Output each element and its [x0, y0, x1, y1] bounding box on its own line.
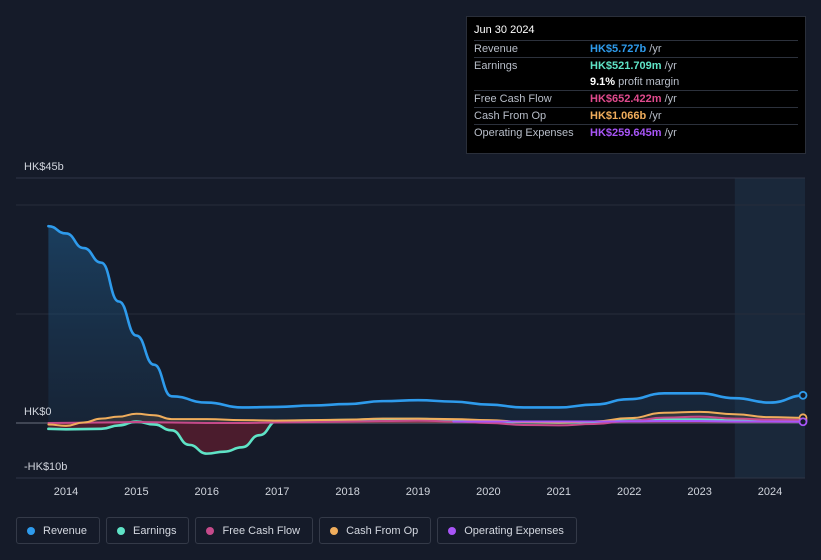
- legend-label: Earnings: [133, 524, 177, 537]
- chart-legend: Revenue Earnings Free Cash Flow Cash Fro…: [16, 517, 577, 544]
- tooltip-unit: /yr: [649, 110, 662, 122]
- x-tick-label: 2024: [758, 486, 782, 498]
- tooltip-unit: /yr: [664, 127, 677, 139]
- tooltip-row-free-cash-flow: Free Cash Flow HK$652.422m /yr: [474, 90, 798, 107]
- legend-dot-icon: [117, 526, 126, 535]
- legend-item-operating-expenses[interactable]: Operating Expenses: [437, 517, 577, 544]
- tooltip-date: Jun 30 2024: [474, 24, 535, 36]
- tooltip-value: 9.1%: [590, 76, 616, 88]
- tooltip-value: HK$5.727b: [590, 43, 647, 55]
- forecast-shade: [734, 178, 805, 478]
- tooltip-row-operating-expenses: Operating Expenses HK$259.645m /yr: [474, 124, 798, 141]
- y-tick-label-bottom: -HK$10b: [24, 461, 67, 473]
- tooltip-label: [474, 74, 590, 90]
- legend-label: Revenue: [43, 524, 88, 537]
- tooltip-label: Cash From Op: [474, 110, 547, 122]
- revenue-area: [48, 226, 806, 423]
- tooltip-row-profit-margin: 9.1% profit margin: [474, 74, 798, 90]
- tooltip-row-earnings: Earnings HK$521.709m /yr: [474, 57, 798, 74]
- operating-expenses-end-point: [798, 417, 808, 427]
- tooltip-row-cash-from-op: Cash From Op HK$1.066b /yr: [474, 107, 798, 124]
- y-tick-label-zero: HK$0: [24, 406, 52, 418]
- tooltip-label: Earnings: [474, 60, 518, 72]
- x-tick-label: 2014: [54, 486, 78, 498]
- x-tick-label: 2015: [124, 486, 148, 498]
- revenue-line: [47, 224, 807, 409]
- financial-chart: HK$45b HK$0 -HK$10b 2014 2015 2016 2017 2018…: [16, 161, 808, 498]
- free-cash-flow-line: [47, 415, 807, 427]
- tooltip-unit: /yr: [649, 43, 662, 55]
- legend-item-cash-from-op[interactable]: Cash From Op: [319, 517, 432, 544]
- legend-label: Cash From Op: [346, 524, 419, 537]
- earnings-area: [48, 419, 806, 454]
- legend-label: Operating Expenses: [464, 524, 564, 537]
- legend-dot-icon: [27, 526, 35, 535]
- x-tick-label: 2021: [547, 486, 571, 498]
- cash-from-op-line: [47, 410, 807, 427]
- legend-item-earnings[interactable]: Earnings: [106, 517, 190, 544]
- revenue-end-point: [798, 390, 808, 400]
- x-tick-label: 2023: [687, 486, 711, 498]
- legend-dot-icon: [448, 526, 457, 535]
- x-tick-label: 2022: [617, 486, 641, 498]
- tooltip-row-revenue: Revenue HK$5.727b /yr: [474, 40, 798, 57]
- x-tick-label: 2016: [195, 486, 219, 498]
- x-tick-label: 2019: [406, 486, 430, 498]
- legend-dot-icon: [330, 526, 339, 535]
- legend-item-revenue[interactable]: Revenue: [16, 517, 101, 544]
- tooltip-panel: Jun 30 2024 Revenue HK$5.727b /yr Earnin…: [466, 16, 806, 154]
- tooltip-unit: /yr: [664, 60, 677, 72]
- operating-expenses-line: [452, 420, 807, 423]
- tooltip-value: HK$521.709m: [590, 60, 662, 72]
- x-tick-label: 2018: [335, 486, 359, 498]
- tooltip-unit: /yr: [664, 93, 677, 105]
- legend-label: Free Cash Flow: [222, 524, 301, 537]
- y-tick-label-top: HK$45b: [24, 161, 64, 173]
- tooltip-label: Free Cash Flow: [474, 93, 552, 105]
- tooltip-value: HK$1.066b: [590, 110, 647, 122]
- tooltip-label: Operating Expenses: [474, 127, 574, 139]
- legend-dot-icon: [206, 526, 215, 535]
- tooltip-unit: profit margin: [618, 76, 680, 88]
- tooltip-value: HK$652.422m: [590, 93, 662, 105]
- legend-item-free-cash-flow[interactable]: Free Cash Flow: [195, 517, 314, 544]
- tooltip-label: Revenue: [474, 43, 519, 55]
- tooltip-value: HK$259.645m: [590, 127, 662, 139]
- x-tick-label: 2020: [476, 486, 500, 498]
- x-tick-label: 2017: [265, 486, 289, 498]
